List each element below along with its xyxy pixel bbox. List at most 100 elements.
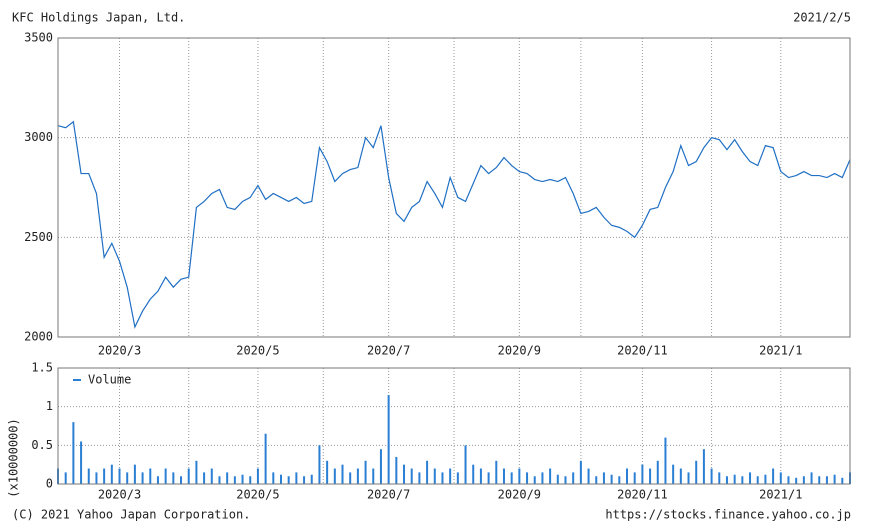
volume-bar (433, 468, 436, 484)
plot-border (57, 367, 851, 485)
volume-bar (664, 437, 667, 484)
volume-bar (141, 472, 144, 484)
y-tick-label: 2500 (24, 230, 53, 244)
volume-bar (379, 449, 382, 484)
y-tick-label: 2000 (24, 330, 53, 344)
volume-bar (718, 472, 721, 484)
volume-bar (579, 460, 582, 484)
volume-bar (818, 476, 821, 484)
volume-bar (172, 472, 175, 484)
volume-bar (733, 474, 736, 484)
volume-bar (333, 468, 336, 484)
volume-bar (72, 422, 75, 484)
volume-bar (649, 468, 652, 484)
volume-bar (256, 468, 259, 484)
volume-bar (233, 476, 236, 484)
date: 2021/2/5 (793, 11, 851, 25)
volume-bar (156, 476, 159, 484)
y-axis-label: (x10000000) (7, 418, 21, 497)
y-tick-label: 0 (46, 477, 53, 491)
volume-bar (264, 433, 267, 484)
volume-bar (825, 476, 828, 484)
volume-bar (472, 464, 475, 484)
volume-bar (195, 460, 198, 484)
volume-bar (510, 472, 513, 484)
x-tick-label: 2021/1 (759, 344, 802, 358)
volume-bar (626, 468, 629, 484)
volume-bar (349, 472, 352, 484)
volume-bar (541, 472, 544, 484)
volume-bar (87, 468, 90, 484)
volume-bar (180, 476, 183, 484)
volume-bar (441, 472, 444, 484)
x-tick-label: 2020/5 (236, 488, 279, 502)
volume-bar (795, 477, 798, 484)
volume-bar (725, 476, 728, 484)
x-tick-label: 2020/7 (367, 344, 410, 358)
volume-bar (110, 464, 113, 484)
volume-bar (710, 468, 713, 484)
volume-bar (303, 476, 306, 484)
legend-label: Volume (88, 373, 131, 387)
volume-bar (656, 460, 659, 484)
y-tick-label: 0.5 (31, 438, 53, 452)
volume-bar (572, 472, 575, 484)
x-tick-label: 2020/3 (98, 488, 141, 502)
volume-bar (295, 472, 298, 484)
x-tick-label: 2020/3 (98, 344, 141, 358)
volume-bar (126, 472, 129, 484)
chart-title: KFC Holdings Japan, Ltd. (12, 11, 185, 25)
volume-bar (633, 472, 636, 484)
volume-bar (610, 474, 613, 484)
volume-bar (602, 472, 605, 484)
volume-bar (310, 474, 313, 484)
volume-bar (526, 472, 529, 484)
volume-bar (364, 460, 367, 484)
volume-bar (518, 468, 521, 484)
volume-bar (556, 474, 559, 484)
x-tick-label: 2020/7 (367, 488, 410, 502)
volume-bar (787, 476, 790, 484)
volume-bar (226, 472, 229, 484)
volume-bar (272, 472, 275, 484)
volume-bar (149, 468, 152, 484)
volume-bar (449, 468, 452, 484)
volume-bar (779, 472, 782, 484)
volume-bar (287, 476, 290, 484)
volume-bar (456, 472, 459, 484)
volume-bar (810, 472, 813, 484)
volume-bar (679, 468, 682, 484)
x-tick-label: 2020/11 (617, 344, 668, 358)
volume-bar (210, 468, 213, 484)
volume-bar (164, 468, 167, 484)
volume-bar (641, 464, 644, 484)
volume-bar (618, 476, 621, 484)
volume-bar (479, 468, 482, 484)
volume-bar (403, 464, 406, 484)
volume-bar (687, 472, 690, 484)
volume-bar (279, 474, 282, 484)
volume-bar (395, 456, 398, 484)
price-line (57, 120, 851, 329)
volume-bar (749, 472, 752, 484)
y-tick-label: 3500 (24, 31, 53, 45)
volume-bar (495, 460, 498, 484)
volume-bar (356, 468, 359, 484)
volume-bar (203, 472, 206, 484)
volume-bar (326, 460, 329, 484)
volume-bar (218, 476, 221, 484)
x-tick-label: 2020/11 (617, 488, 668, 502)
x-tick-label: 2021/1 (759, 488, 802, 502)
volume-bar (341, 464, 344, 484)
volume-bar (802, 476, 805, 484)
volume-bar (695, 460, 698, 484)
volume-bar (241, 474, 244, 484)
volume-bar (702, 449, 705, 484)
volume-bar (487, 472, 490, 484)
plot-border (57, 37, 851, 338)
volume-bar (95, 472, 98, 484)
y-tick-label: 1.5 (31, 361, 53, 375)
volume-bar (426, 460, 429, 484)
volume-bar (64, 472, 67, 484)
